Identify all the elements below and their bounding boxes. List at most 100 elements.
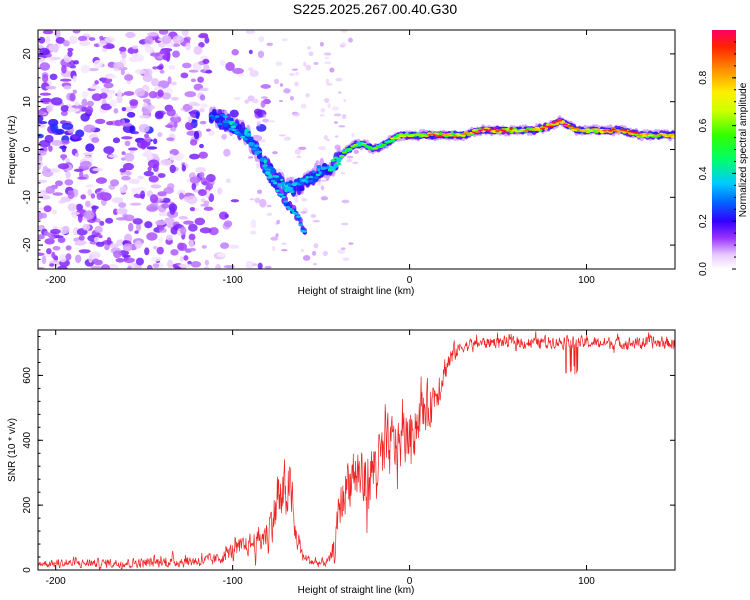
spectrogram-noise-cell (146, 152, 154, 161)
spectrogram-noise-cell (306, 46, 312, 50)
spectrogram-noise-cell (95, 232, 101, 237)
spectrogram-noise-cell (320, 196, 329, 201)
spectrogram-noise-cell (38, 56, 46, 63)
spectrogram-noise-cell (71, 104, 84, 109)
spectrogram-noise-cell (117, 89, 123, 98)
spectrogram-noise-cell (45, 186, 56, 194)
spectrogram-noise-cell (320, 185, 325, 191)
spectrogram-noise-cell (272, 151, 278, 155)
spectrogram-noise-cell (274, 168, 282, 174)
spectrogram-ridge-cell (341, 151, 348, 154)
spectrogram-branch-cell (281, 195, 286, 199)
spectrogram-noise-cell (38, 133, 44, 139)
spectrogram-branch-cell (272, 181, 278, 185)
spectrogram-noise-cell (292, 112, 301, 117)
spectrogram-noise-cell (67, 203, 77, 212)
spectrogram-noise-cell (158, 225, 165, 231)
spectrogram-ridge-cell (316, 165, 322, 168)
spectrogram-noise-cell (199, 120, 207, 125)
spectrogram-ridge-cell (616, 130, 622, 132)
spectrogram-ridge-cell (251, 147, 257, 151)
spectrogram-noise-cell (203, 200, 210, 206)
spectrogram-noise-cell (283, 88, 291, 94)
spectrogram-noise-cell (167, 259, 174, 268)
spectrogram-noise-cell (248, 156, 254, 159)
spectrogram-noise-cell (150, 256, 162, 262)
spectrogram-noise-cell (198, 151, 208, 159)
spectrogram-noise-cell (216, 252, 227, 258)
spectrogram-noise-cell (223, 264, 235, 269)
spectrogram-ridge-cell (511, 129, 517, 132)
spectrogram-peak-cell (268, 173, 273, 177)
spectrogram-ridge-cell (344, 150, 350, 153)
colorbar-ticks: 0.0 0.2 0.4 0.6 0.8 (698, 41, 736, 276)
spectrogram-ridge-cell (242, 137, 248, 141)
spectrogram-noise-cell (137, 175, 145, 180)
spectrogram-noise-cell (51, 209, 57, 215)
spectrogram-noise-cell (144, 46, 155, 54)
spectrogram-peak-cell (222, 120, 229, 124)
spectrogram-noise-cell (313, 243, 319, 249)
spectrogram-noise-cell (232, 67, 244, 75)
spectrogram-noise-cell (142, 73, 153, 83)
spectrogram-noise-cell (142, 43, 151, 48)
spectrogram-noise-cell (171, 96, 179, 101)
spectrogram-noise-cell (49, 56, 61, 61)
spectrogram-peak-cell (263, 159, 268, 164)
spectrogram-ridge-cell (548, 125, 554, 128)
spectrogram-noise-cell (112, 137, 121, 144)
spectrogram-noise-cell (65, 170, 71, 179)
spectrogram-noise-cell (60, 105, 70, 112)
spectrogram-noise-cell (338, 125, 346, 128)
spectrogram-noise-cell (182, 220, 194, 225)
spectrogram-noise-cell (339, 44, 345, 48)
spectrogram-noise-cell (121, 136, 133, 140)
spectrogram-ridge-cell (636, 134, 642, 137)
spectrogram-ridge-cell (214, 115, 220, 118)
spectrogram-ridge-cell (273, 175, 280, 178)
spectrogram-noise-cell (320, 108, 326, 113)
spectrogram-noise-cell (100, 103, 112, 111)
spectrogram-noise-cell (43, 205, 52, 213)
spectrogram-noise-cell (324, 56, 330, 59)
spectrogram-noise-cell (305, 93, 310, 98)
spectrogram-noise-cell (275, 61, 283, 66)
spectrogram-y-ticks: -20 -10 0 10 20 (22, 29, 675, 270)
spectrogram-noise-cell (215, 263, 222, 269)
spectrogram-noise-cell (230, 199, 240, 203)
spectrogram-noise-cell (157, 89, 164, 97)
spectrogram-noise-cell (77, 35, 88, 42)
spectrogram-noise-cell (258, 36, 265, 43)
spectrogram-noise-cell (122, 243, 133, 252)
spectrogram-noise-cell (43, 230, 50, 236)
spectrogram-noise-cell (172, 50, 180, 58)
spectrogram-y-label: Frequency (Hz) (7, 116, 18, 185)
spectrogram-noise-cell (189, 176, 201, 184)
snr-y-ticks: 0 200 400 600 (22, 335, 675, 573)
spectrogram-noise-cell (276, 219, 280, 225)
spectrogram-noise-cell (121, 106, 127, 112)
spectrogram-noise-cell (150, 52, 161, 57)
spectrogram-noise-cell (158, 211, 169, 217)
spectrogram-ridge-cell (540, 127, 546, 130)
spectrogram-peak-cell (309, 175, 314, 179)
spectrogram-noise-cell (342, 257, 350, 262)
spectrogram-noise-cell (51, 139, 63, 147)
spectrogram-ridge-cell (350, 145, 356, 148)
spectrogram-noise-cell (81, 98, 88, 108)
spectrogram-noise-cell (74, 152, 79, 158)
spectrogram-noise-cell (57, 163, 70, 170)
spectrogram-noise-cell (52, 192, 63, 196)
spectrogram-noise-cell (273, 78, 280, 85)
spectrogram-ridge-cell (307, 179, 314, 183)
spectrogram-noise-cell (113, 265, 119, 269)
spectrogram-noise-cell (78, 235, 85, 241)
spectrogram-noise-cell (225, 178, 232, 184)
spectrogram-noise-cell (159, 69, 165, 74)
spectrogram-noise-cell (200, 198, 206, 203)
spectrogram-noise-cell (146, 104, 155, 111)
spectrogram-noise-cell (333, 113, 342, 117)
spectrogram-ridge-cell (387, 140, 393, 143)
spectrogram-noise-cell (148, 175, 159, 183)
spectrogram-noise-cell (166, 222, 174, 229)
